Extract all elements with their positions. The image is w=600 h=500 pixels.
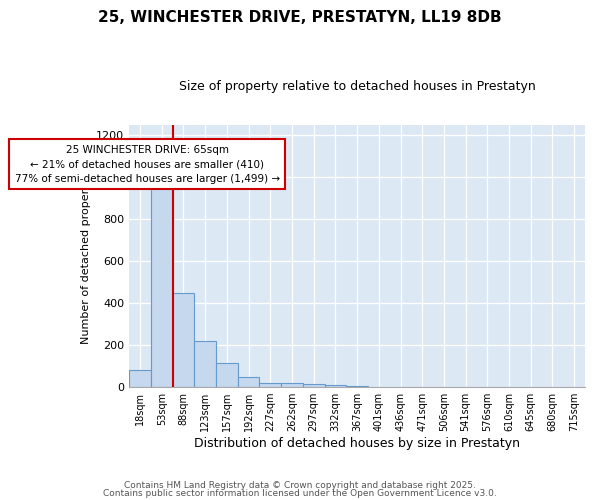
Text: 25 WINCHESTER DRIVE: 65sqm
← 21% of detached houses are smaller (410)
77% of sem: 25 WINCHESTER DRIVE: 65sqm ← 21% of deta… [14, 144, 280, 184]
Bar [259, 383, 281, 387]
Bar [151, 180, 173, 387]
Bar [173, 292, 194, 387]
Title: Size of property relative to detached houses in Prestatyn: Size of property relative to detached ho… [179, 80, 535, 93]
Bar [129, 370, 151, 387]
X-axis label: Distribution of detached houses by size in Prestatyn: Distribution of detached houses by size … [194, 437, 520, 450]
Bar [194, 341, 216, 387]
Bar [303, 384, 325, 387]
Text: Contains HM Land Registry data © Crown copyright and database right 2025.: Contains HM Land Registry data © Crown c… [124, 481, 476, 490]
Bar [325, 386, 346, 387]
Y-axis label: Number of detached properties: Number of detached properties [80, 168, 91, 344]
Bar [238, 376, 259, 387]
Text: 25, WINCHESTER DRIVE, PRESTATYN, LL19 8DB: 25, WINCHESTER DRIVE, PRESTATYN, LL19 8D… [98, 10, 502, 25]
Bar [216, 363, 238, 387]
Bar [281, 383, 303, 387]
Bar [346, 386, 368, 387]
Text: Contains public sector information licensed under the Open Government Licence v3: Contains public sector information licen… [103, 488, 497, 498]
